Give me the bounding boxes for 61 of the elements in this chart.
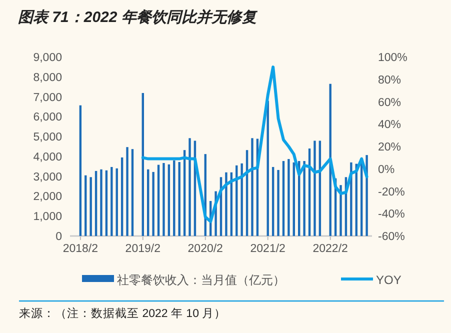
y-tick-label: 3,000 xyxy=(33,171,62,184)
bar xyxy=(131,149,134,236)
bar xyxy=(162,163,165,236)
y2-tick-label: -60% xyxy=(378,231,405,243)
bar xyxy=(329,84,332,236)
x-tick-label: 2022/2 xyxy=(312,243,348,255)
bar xyxy=(240,163,243,236)
legend-label: 社零餐饮收入：当月值（亿元） xyxy=(117,273,285,287)
y-tick-label: 9,000 xyxy=(33,52,62,64)
y-tick-label: 6,000 xyxy=(33,112,62,124)
x-tick-label: 2019/2 xyxy=(125,243,160,255)
bar xyxy=(272,166,274,236)
chart-title: 图表 71：2022 年餐饮同比并无修复 xyxy=(18,8,258,26)
bar xyxy=(288,159,290,236)
bar xyxy=(90,177,92,236)
y-tick-label: 8,000 xyxy=(33,72,62,84)
bar xyxy=(126,147,128,236)
source-note: 来源：（注：数据截至 2022 年 10 月） xyxy=(19,306,226,320)
bar xyxy=(152,172,154,236)
bar xyxy=(79,105,82,236)
y-tick-label: 5,000 xyxy=(33,132,62,144)
bar xyxy=(110,166,113,236)
y2-tick-label: 20% xyxy=(378,142,402,154)
y-tick-label: 2,000 xyxy=(33,191,62,204)
y-tick-label: 7,000 xyxy=(33,92,62,104)
bar xyxy=(282,161,285,236)
bar xyxy=(84,175,87,236)
y-tick-label: 4,000 xyxy=(33,151,62,164)
bar xyxy=(173,160,176,236)
y2-tick-label: -40% xyxy=(378,208,405,221)
bar xyxy=(116,168,118,236)
bar xyxy=(366,155,368,236)
bar xyxy=(303,161,306,236)
bar xyxy=(292,162,295,236)
x-tick-label: 2020/2 xyxy=(188,243,223,255)
x-tick-label: 2021/2 xyxy=(250,243,286,255)
bar xyxy=(120,157,124,236)
y2-tick-label: -20% xyxy=(378,186,405,198)
bar xyxy=(105,170,108,236)
bar xyxy=(168,164,170,236)
y2-tick-label: 80% xyxy=(378,74,402,86)
bar xyxy=(157,164,160,236)
line-series xyxy=(141,66,368,223)
bar xyxy=(277,170,280,236)
bar xyxy=(94,170,98,236)
bar xyxy=(314,140,316,236)
x-tick-label: 2018/2 xyxy=(62,243,98,255)
bar xyxy=(100,169,102,236)
bar xyxy=(225,172,228,236)
y2-tick-label: 0% xyxy=(378,164,395,176)
legend-label: YOY xyxy=(376,273,402,287)
bar xyxy=(188,138,191,236)
y2-tick-label: 100% xyxy=(378,52,408,64)
bar xyxy=(147,169,150,236)
y2-tick-label: 40% xyxy=(378,119,402,132)
bar xyxy=(251,138,254,236)
y-tick-label: 0 xyxy=(56,231,62,243)
bar xyxy=(178,162,180,236)
y-tick-label: 1,000 xyxy=(33,211,62,224)
y2-tick-label: 60% xyxy=(378,96,402,109)
bar xyxy=(340,185,342,236)
